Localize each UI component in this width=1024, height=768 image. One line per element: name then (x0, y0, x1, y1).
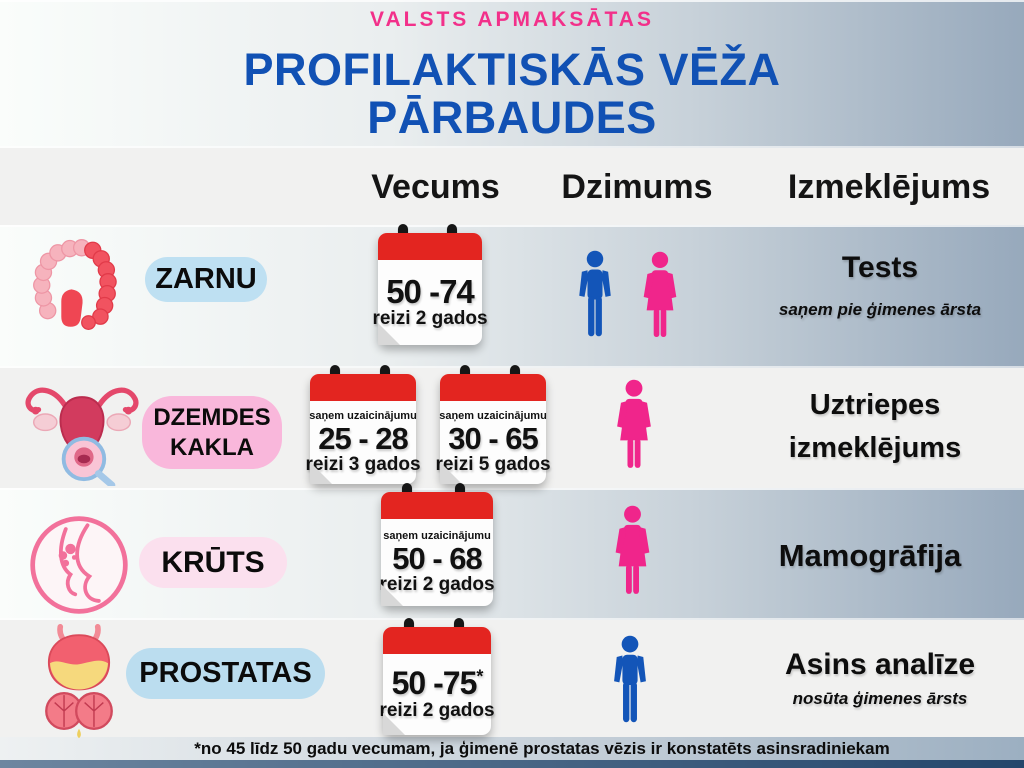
exam-name: Asins analīze (784, 648, 976, 681)
male-icon (614, 635, 646, 723)
calendar-zarnu: 50 -74 reizi 2 gados (372, 224, 488, 345)
bottom-bar (0, 760, 1024, 768)
page-curl-icon (381, 584, 403, 606)
calendar-dzemdes-2: saņem uzaicinājumu 30 - 65 reizi 5 gados (435, 365, 551, 484)
page-title-line2: PĀRBAUDES (367, 92, 657, 143)
age-range: 30 - 65 (448, 420, 539, 456)
frequency: reizi 5 gados (435, 454, 551, 476)
page-title-line1: PROFILAKTISKĀS VĒŽA (243, 44, 781, 95)
frequency: reizi 2 gados (379, 699, 495, 721)
age-range: 25 - 28 (318, 420, 409, 456)
female-icon (643, 251, 677, 338)
eyebrow-text: VALSTS APMAKSĀTAS (370, 8, 654, 31)
invite-note: saņem uzaicinājumu (309, 409, 417, 422)
column-header-exam: Izmeklējums (787, 168, 991, 206)
exam-note: saņem pie ģimenes ārsta (778, 300, 982, 319)
exam-name-line2: izmeklējums (788, 432, 962, 464)
column-header-band (0, 148, 1024, 225)
organ-label-zarnu: ZARNU (145, 257, 267, 302)
calendar-header (381, 492, 493, 519)
uterus-icon (25, 387, 139, 486)
column-header-age: Vecums (371, 168, 500, 206)
age-range: 50 - 68 (392, 540, 483, 576)
footer-band (0, 737, 1024, 760)
age-range: 50 -75* (391, 665, 484, 702)
calendar-prostatas: 50 -75* reizi 2 gados (379, 618, 495, 735)
organ-label-prostatas: PROSTATAS (126, 648, 325, 699)
invite-note: saņem uzaicinājumu (383, 529, 491, 542)
frequency: reizi 3 gados (305, 454, 421, 476)
organ-label-dzemdes-kakla: DZEMDES KAKLA (142, 396, 282, 469)
colon-icon (33, 239, 117, 330)
page-curl-icon (383, 713, 405, 735)
invite-note: saņem uzaicinājumu (439, 409, 547, 422)
column-header-gender: Dzimums (561, 168, 713, 206)
exam-note: nosūta ģimenes ārsts (792, 689, 968, 708)
exam-name: Mamogrāfija (778, 538, 962, 573)
exam-name: Tests (841, 251, 919, 284)
page-curl-icon (378, 323, 400, 345)
footnote: *no 45 līdz 50 gadu vecumam, ja ģimenē p… (194, 739, 890, 758)
age-range: 50 -74 (386, 272, 475, 310)
page-curl-icon (310, 462, 332, 484)
organ-label-kruts: KRŪTS (139, 537, 287, 588)
calendar-header (383, 627, 491, 654)
calendar-header (440, 374, 546, 401)
page-curl-icon (440, 462, 462, 484)
calendar-header (310, 374, 416, 401)
prostate-icon (45, 624, 113, 739)
calendar-kruts: saņem uzaicinājumu 50 - 68 reizi 2 gados (379, 483, 495, 606)
calendar-dzemdes-1: saņem uzaicinājumu 25 - 28 reizi 3 gados (305, 365, 421, 484)
breast-icon (30, 516, 128, 614)
male-icon (579, 250, 611, 337)
frequency: reizi 2 gados (379, 574, 495, 596)
asterisk: * (476, 666, 483, 687)
female-icon (615, 505, 650, 594)
frequency: reizi 2 gados (372, 308, 488, 330)
calendar-header (378, 233, 482, 260)
exam-name-line1: Uztriepes (809, 389, 941, 421)
header-band (0, 0, 1024, 148)
female-icon (617, 379, 651, 468)
